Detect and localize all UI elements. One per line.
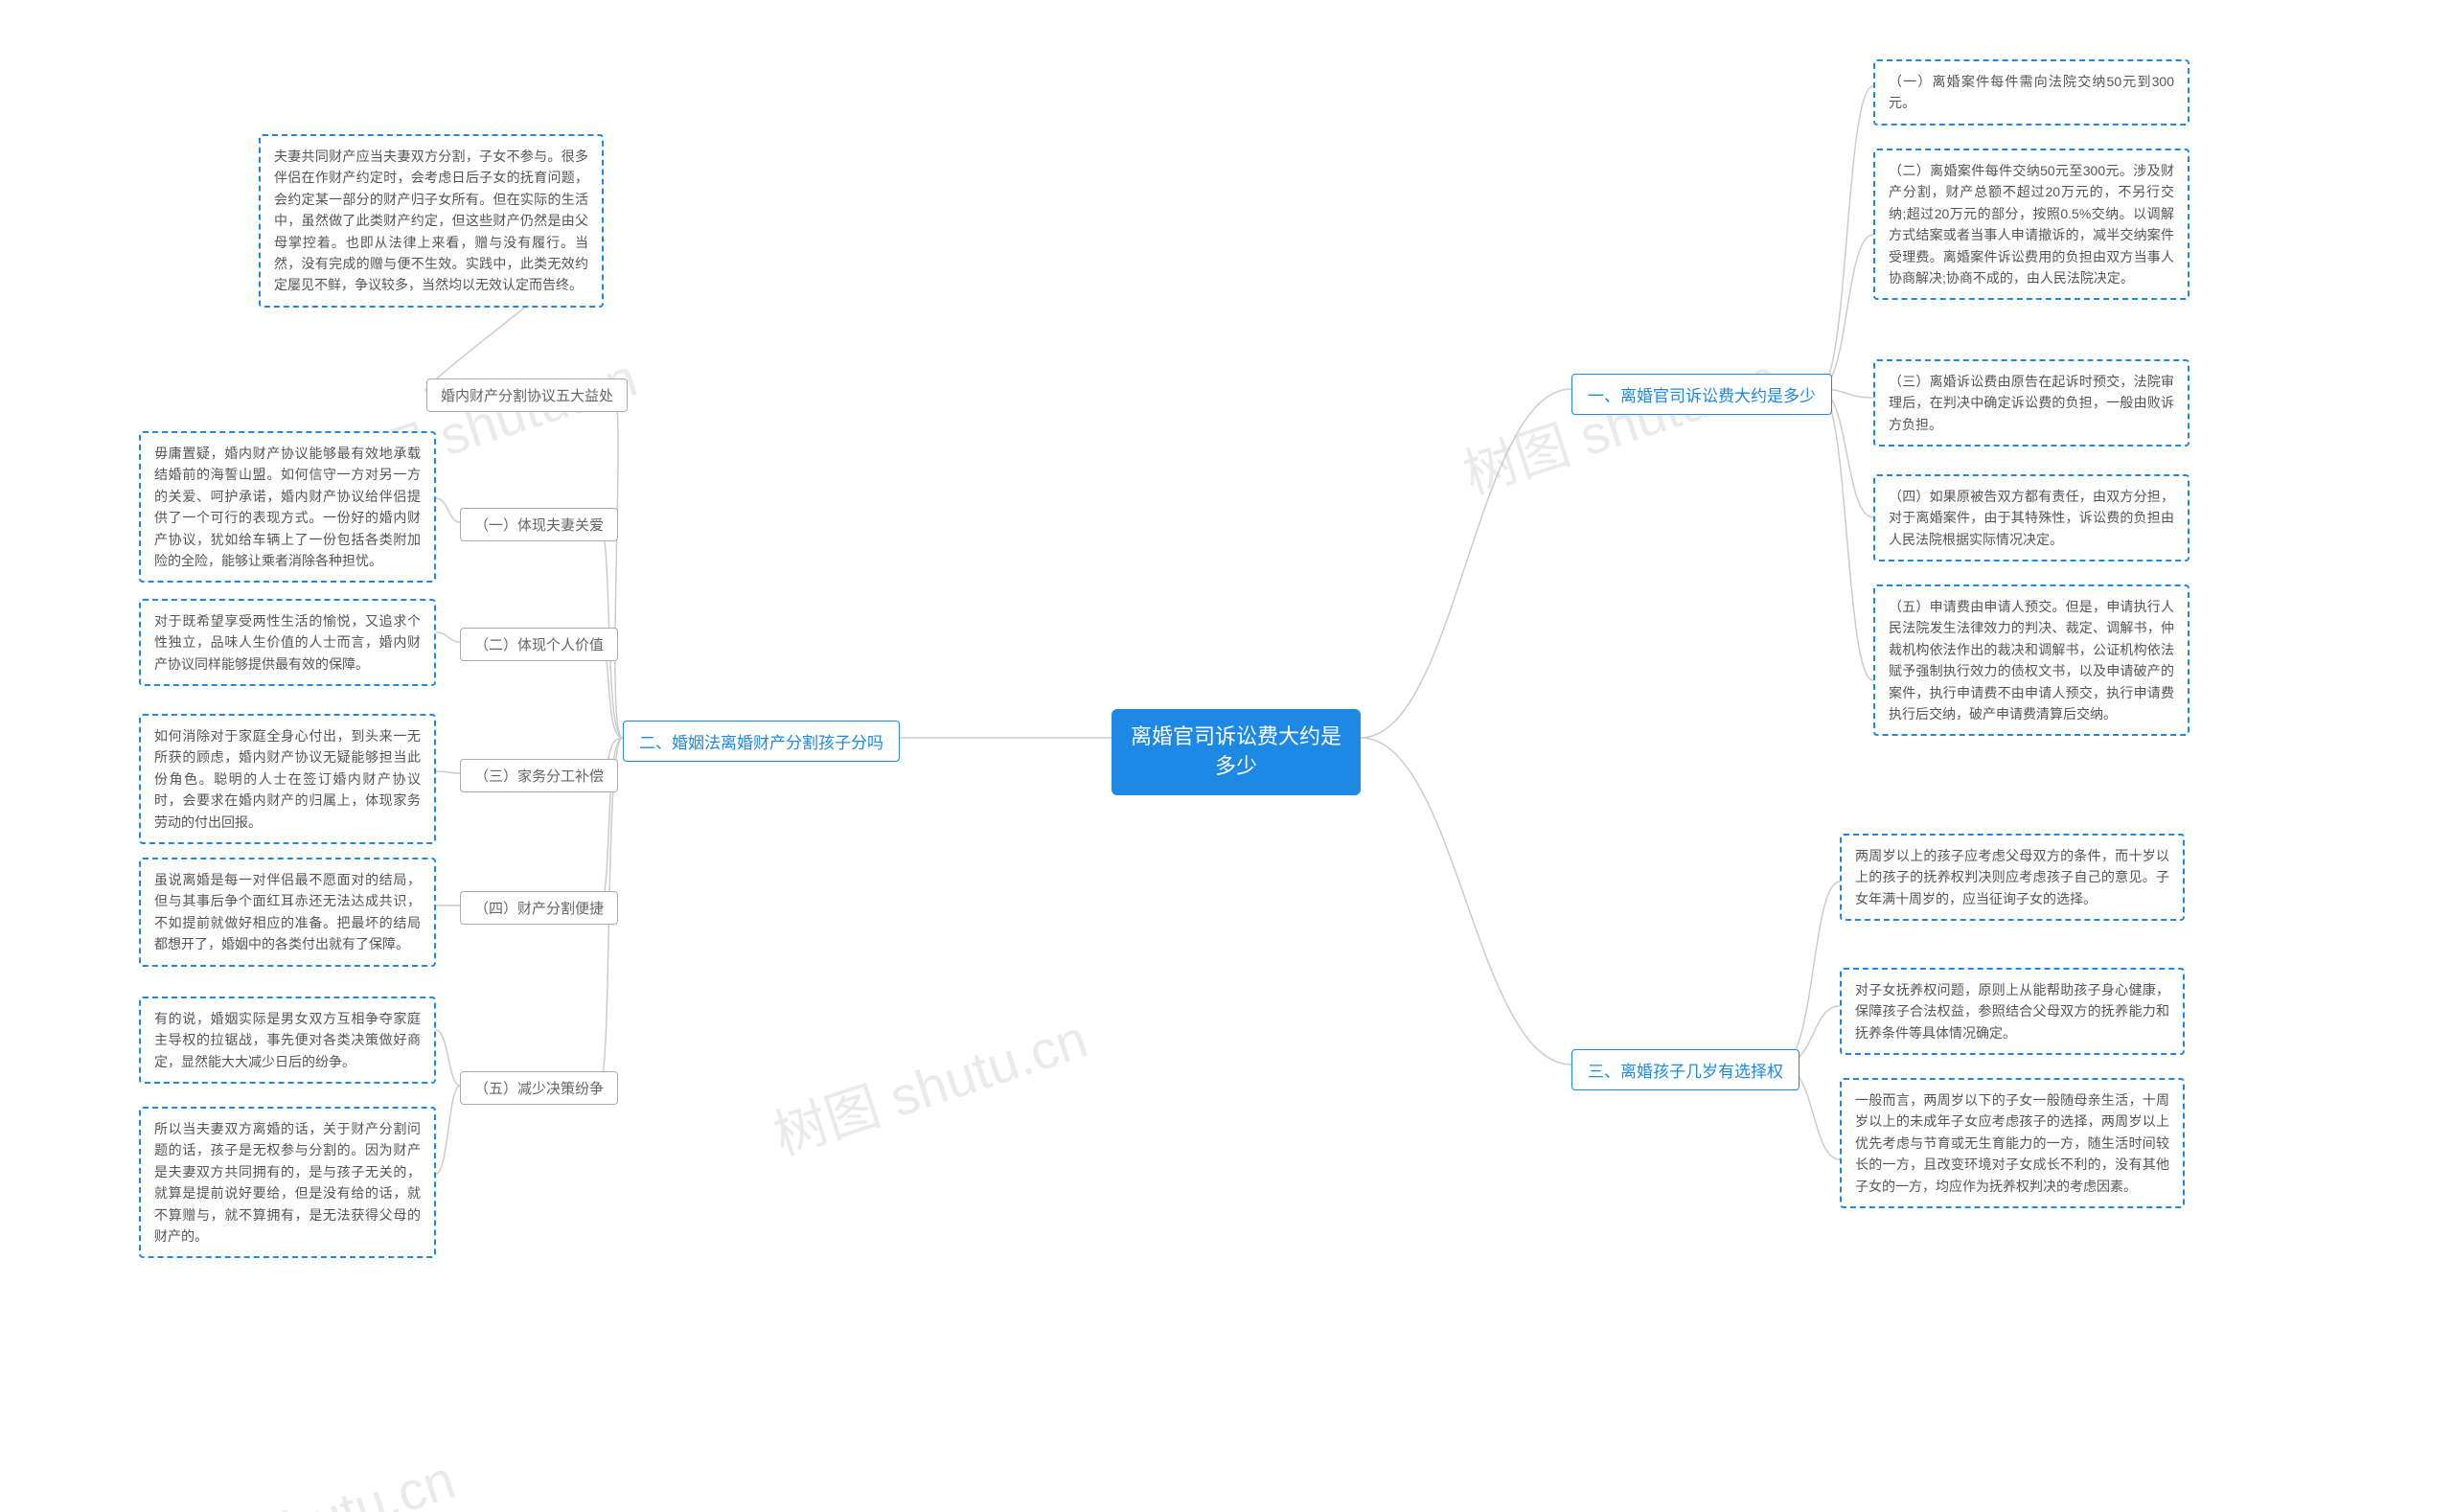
leaf-1-5: （五）申请费由申请人预交。但是，申请执行人民法院发生法律效力的判决、裁定、调解书…: [1873, 584, 2189, 736]
leaf-1-2: （二）离婚案件每件交纳50元至300元。涉及财产分割，财产总额不超过20万元的，…: [1873, 149, 2189, 300]
root-node[interactable]: 离婚官司诉讼费大约是多少: [1112, 709, 1361, 795]
sub-2-2[interactable]: （二）体现个人价值: [460, 628, 618, 661]
sub-2-5[interactable]: （五）减少决策纷争: [460, 1071, 618, 1105]
branch-3[interactable]: 三、离婚孩子几岁有选择权: [1571, 1049, 1800, 1090]
leaf-3-3: 一般而言，两周岁以下的子女一般随母亲生活，十周岁以上的未成年子女应考虑孩子的选择…: [1840, 1078, 2185, 1208]
watermark: 树图 shutu.cn: [1453, 335, 1786, 510]
branch-1[interactable]: 一、离婚官司诉讼费大约是多少: [1571, 374, 1832, 415]
watermark: 树图 shutu.cn: [130, 1437, 464, 1512]
sub-2-0[interactable]: 婚内财产分割协议五大益处: [426, 378, 628, 412]
leaf-1-4: （四）如果原被告双方都有责任，由双方分担，对于离婚案件，由于其特殊性，诉讼费的负…: [1873, 474, 2189, 561]
leaf-2-3: 如何消除对于家庭全身心付出，到头来一无所获的顾虑，婚内财产协议无疑能够担当此份角…: [139, 714, 436, 844]
sub-2-4[interactable]: （四）财产分割便捷: [460, 891, 618, 925]
sub-2-3[interactable]: （三）家务分工补偿: [460, 759, 618, 792]
leaf-1-3: （三）离婚诉讼费由原告在起诉时预交，法院审理后，在判决中确定诉讼费的负担，一般由…: [1873, 359, 2189, 447]
leaf-2-5a: 有的说，婚姻实际是男女双方互相争夺家庭主导权的拉锯战，事先便对各类决策做好商定，…: [139, 997, 436, 1084]
branch-2[interactable]: 二、婚姻法离婚财产分割孩子分吗: [623, 721, 900, 762]
leaf-3-1: 两周岁以上的孩子应考虑父母双方的条件，而十岁以上的孩子的抚养权判决则应考虑孩子自…: [1840, 834, 2185, 921]
leaf-2-0: 夫妻共同财产应当夫妻双方分割，子女不参与。很多伴侣在作财产约定时，会考虑日后子女…: [259, 134, 604, 308]
leaf-2-1: 毋庸置疑，婚内财产协议能够最有效地承载结婚前的海誓山盟。如何信守一方对另一方的关…: [139, 431, 436, 583]
sub-2-1[interactable]: （一）体现夫妻关爱: [460, 508, 618, 541]
watermark: 树图 shutu.cn: [763, 997, 1096, 1171]
leaf-1-1: （一）离婚案件每件需向法院交纳50元到300元。: [1873, 59, 2189, 126]
leaf-2-4: 虽说离婚是每一对伴侣最不愿面对的结局，但与其事后争个面红耳赤还无法达成共识，不如…: [139, 858, 436, 967]
leaf-2-5b: 所以当夫妻双方离婚的话，关于财产分割问题的话，孩子是无权参与分割的。因为财产是夫…: [139, 1107, 436, 1258]
leaf-2-2: 对于既希望享受两性生活的愉悦，又追求个性独立，品味人生价值的人士而言，婚内财产协…: [139, 599, 436, 686]
leaf-3-2: 对子女抚养权问题，原则上从能帮助孩子身心健康，保障孩子合法权益，参照结合父母双方…: [1840, 968, 2185, 1055]
